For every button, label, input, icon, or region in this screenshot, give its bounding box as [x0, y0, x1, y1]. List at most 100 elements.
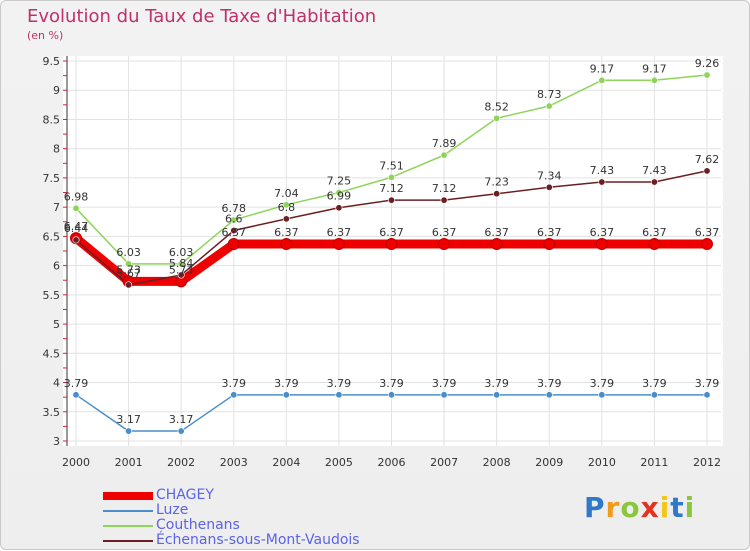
x-tick-label: 2010	[588, 456, 616, 469]
y-tick-label: 8.5	[43, 113, 61, 126]
x-tick-label: 2007	[430, 456, 458, 469]
data-label: 7.12	[379, 182, 404, 195]
data-point	[125, 427, 133, 435]
legend-swatch	[103, 525, 153, 527]
data-point	[177, 427, 185, 435]
x-tick-label: 2000	[62, 456, 90, 469]
x-tick-label: 2002	[167, 456, 195, 469]
x-tick-label: 2012	[693, 456, 721, 469]
data-label: 9.17	[590, 62, 615, 75]
y-tick-label: 8	[53, 143, 60, 156]
data-point	[177, 271, 185, 279]
data-label: 6.37	[537, 226, 562, 239]
legend-label: Couthenans	[156, 517, 240, 533]
data-label: 3.79	[222, 377, 247, 390]
x-tick-label: 2009	[535, 456, 563, 469]
data-label: 8.52	[484, 100, 509, 113]
proxiti-logo: Proxiti	[584, 491, 696, 524]
data-label: 6.98	[64, 190, 89, 203]
data-point	[387, 391, 395, 399]
data-point	[493, 190, 501, 198]
data-label: 6.47	[64, 220, 89, 233]
data-point	[230, 391, 238, 399]
data-point	[230, 227, 238, 235]
legend-label: CHAGEY	[156, 487, 214, 503]
data-label: 6.03	[169, 246, 194, 259]
data-point	[650, 391, 658, 399]
x-tick-label: 2001	[115, 456, 143, 469]
data-point	[650, 76, 658, 84]
x-tick-label: 2008	[483, 456, 511, 469]
data-point	[282, 391, 290, 399]
data-point	[385, 237, 398, 250]
x-tick-label: 2003	[220, 456, 248, 469]
data-point	[598, 76, 606, 84]
data-point	[490, 237, 503, 250]
data-label: 7.12	[432, 182, 457, 195]
data-point	[230, 216, 238, 224]
y-tick-label: 5.5	[43, 289, 61, 302]
y-tick-label: 7.5	[43, 172, 61, 185]
data-label: 7.04	[274, 187, 299, 200]
data-label: 6.37	[274, 226, 299, 239]
data-point	[703, 391, 711, 399]
data-point	[335, 189, 343, 197]
data-label: 6.37	[379, 226, 404, 239]
y-tick-label: 5	[53, 318, 60, 331]
data-point	[332, 237, 345, 250]
data-point	[440, 151, 448, 159]
data-label: 6.99	[327, 190, 352, 203]
data-label: 7.89	[432, 137, 457, 150]
data-label: 6.37	[327, 226, 352, 239]
data-point	[598, 391, 606, 399]
data-point	[493, 114, 501, 122]
data-label: 6.37	[695, 226, 720, 239]
data-point	[595, 237, 608, 250]
data-point	[335, 391, 343, 399]
data-label: 8.73	[537, 88, 562, 101]
data-label: 6.37	[432, 226, 457, 239]
data-label: 6.37	[484, 226, 509, 239]
data-point	[703, 71, 711, 79]
data-point	[282, 215, 290, 223]
plot-area	[63, 56, 723, 446]
y-tick-label: 4	[53, 377, 60, 390]
data-label: 7.23	[484, 176, 509, 189]
data-label: 3.79	[537, 377, 562, 390]
data-label: 7.25	[327, 175, 352, 188]
chart-subtitle: (en %)	[27, 29, 64, 42]
data-point	[72, 204, 80, 212]
legend-label: Luze	[156, 502, 189, 518]
data-point	[703, 167, 711, 175]
data-point	[543, 237, 556, 250]
data-label: 3.79	[274, 377, 299, 390]
data-point	[440, 391, 448, 399]
data-label: 3.79	[327, 377, 352, 390]
data-label: 7.43	[642, 164, 667, 177]
data-point	[72, 236, 80, 244]
data-point	[650, 178, 658, 186]
data-label: 7.34	[537, 169, 562, 182]
x-tick-label: 2005	[325, 456, 353, 469]
data-point	[280, 237, 293, 250]
data-label: 6.37	[590, 226, 615, 239]
data-point	[125, 260, 133, 268]
data-point	[387, 173, 395, 181]
y-tick-label: 3	[53, 435, 60, 448]
data-label: 9.17	[642, 62, 667, 75]
x-tick-label: 2006	[378, 456, 406, 469]
data-label: 3.17	[169, 413, 194, 426]
data-point	[440, 196, 448, 204]
data-point	[545, 391, 553, 399]
data-label: 6.6	[225, 213, 243, 226]
data-point	[125, 281, 133, 289]
data-label: 7.62	[695, 153, 720, 166]
data-point	[72, 391, 80, 399]
data-label: 6.37	[222, 226, 247, 239]
data-label: 3.79	[432, 377, 457, 390]
data-point	[545, 102, 553, 110]
data-label: 3.79	[642, 377, 667, 390]
data-label: 3.79	[695, 377, 720, 390]
